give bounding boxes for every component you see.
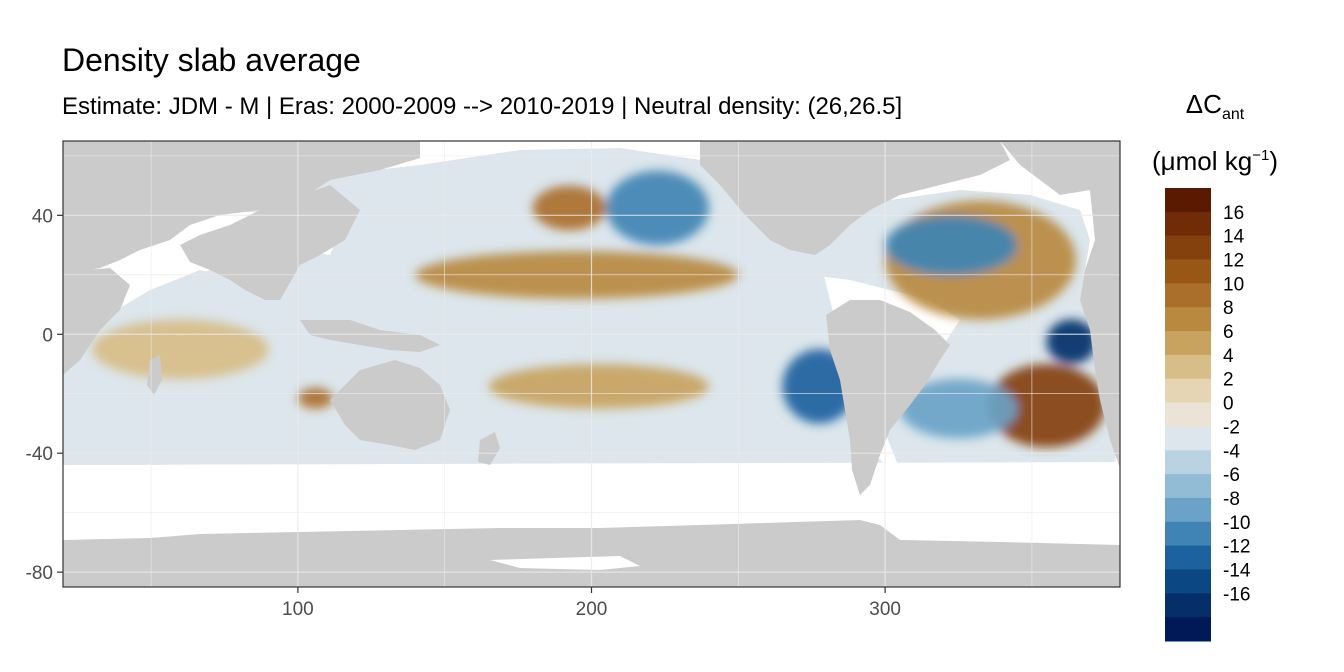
legend-label: -10: [1223, 513, 1250, 534]
anomaly-patch: [606, 170, 709, 246]
anomaly-patch: [297, 387, 334, 409]
legend-label: 16: [1223, 203, 1244, 224]
legend-swatch: [1165, 259, 1211, 284]
legend-label: 0: [1223, 394, 1234, 415]
chart-subtitle: Estimate: JDM - M | Eras: 2000-2009 --> …: [62, 93, 903, 120]
legend-swatch: [1165, 569, 1211, 594]
x-tick-label: 200: [576, 599, 608, 620]
legend-swatch: [1165, 188, 1211, 213]
x-tick-label: 100: [282, 599, 314, 620]
legend-swatch: [1165, 331, 1211, 356]
grid-lines: [63, 141, 1120, 587]
legend-label: 12: [1223, 251, 1244, 272]
legend-label: 4: [1223, 346, 1234, 367]
asia-east-land: [180, 185, 360, 300]
y-tick-label: -40: [26, 444, 53, 465]
legend-label: -8: [1223, 489, 1240, 510]
anomaly-patch: [488, 364, 709, 409]
legend-swatch: [1165, 497, 1211, 523]
legend-label: 8: [1223, 298, 1234, 319]
legend-swatch: [1165, 474, 1211, 499]
greenland-land: [1000, 141, 1120, 195]
anomaly-patch: [92, 319, 269, 379]
legend-label: 10: [1223, 274, 1244, 295]
anomaly-patch: [532, 185, 607, 231]
legend-swatch: [1165, 283, 1211, 308]
legend-label: 6: [1223, 322, 1234, 343]
legend-label: -2: [1223, 417, 1240, 438]
legend-swatch: [1165, 426, 1211, 451]
anomaly-patch: [1046, 319, 1097, 365]
anomaly-patch: [885, 215, 1018, 275]
land: [63, 141, 1120, 495]
y-axis: 40 0 -40 -80: [26, 206, 63, 584]
legend-label: 14: [1223, 227, 1245, 248]
legend-label: 2: [1223, 370, 1234, 391]
x-axis: 100 200 300: [282, 587, 901, 620]
chart-title: Density slab average: [62, 42, 361, 78]
south-america-land: [826, 300, 950, 495]
new-zealand-land: [478, 432, 500, 465]
legend-swatch: [1165, 307, 1211, 332]
africa-land: [63, 268, 130, 375]
legend-label: -16: [1223, 584, 1250, 605]
legend-swatch: [1165, 593, 1211, 618]
legend-swatch: [1165, 235, 1211, 261]
legend-label: -6: [1223, 465, 1240, 486]
asia-europe-land: [63, 141, 420, 272]
legend-title: ΔCant: [1185, 89, 1245, 123]
australia-land: [330, 360, 450, 450]
legend-swatch: [1165, 450, 1211, 475]
anomaly-patch: [987, 364, 1106, 448]
legend-units: (μmol kg−1): [1152, 146, 1278, 176]
indonesia-land: [300, 320, 440, 352]
y-tick-label: 0: [42, 325, 53, 346]
madagascar-land: [147, 355, 162, 395]
legend-swatch: [1165, 545, 1211, 570]
y-tick-label: 40: [32, 206, 53, 227]
legend-swatch: [1165, 402, 1211, 427]
legend-swatch: [1165, 354, 1211, 380]
legend-label: -4: [1223, 441, 1240, 462]
y-tick-label: -80: [26, 563, 53, 584]
ross-shelf-ocean: [490, 556, 640, 570]
legend-label: -14: [1223, 560, 1251, 581]
legend-swatch: [1165, 617, 1211, 642]
legend-label: -12: [1223, 537, 1250, 558]
x-tick-label: 300: [869, 599, 901, 620]
africa-east-land: [1080, 190, 1120, 468]
legend-swatch: [1165, 521, 1211, 547]
north-america-land: [700, 141, 1010, 255]
legend-swatch: [1165, 211, 1211, 237]
legend-swatch: [1165, 378, 1211, 404]
map-layer: [63, 141, 1120, 587]
